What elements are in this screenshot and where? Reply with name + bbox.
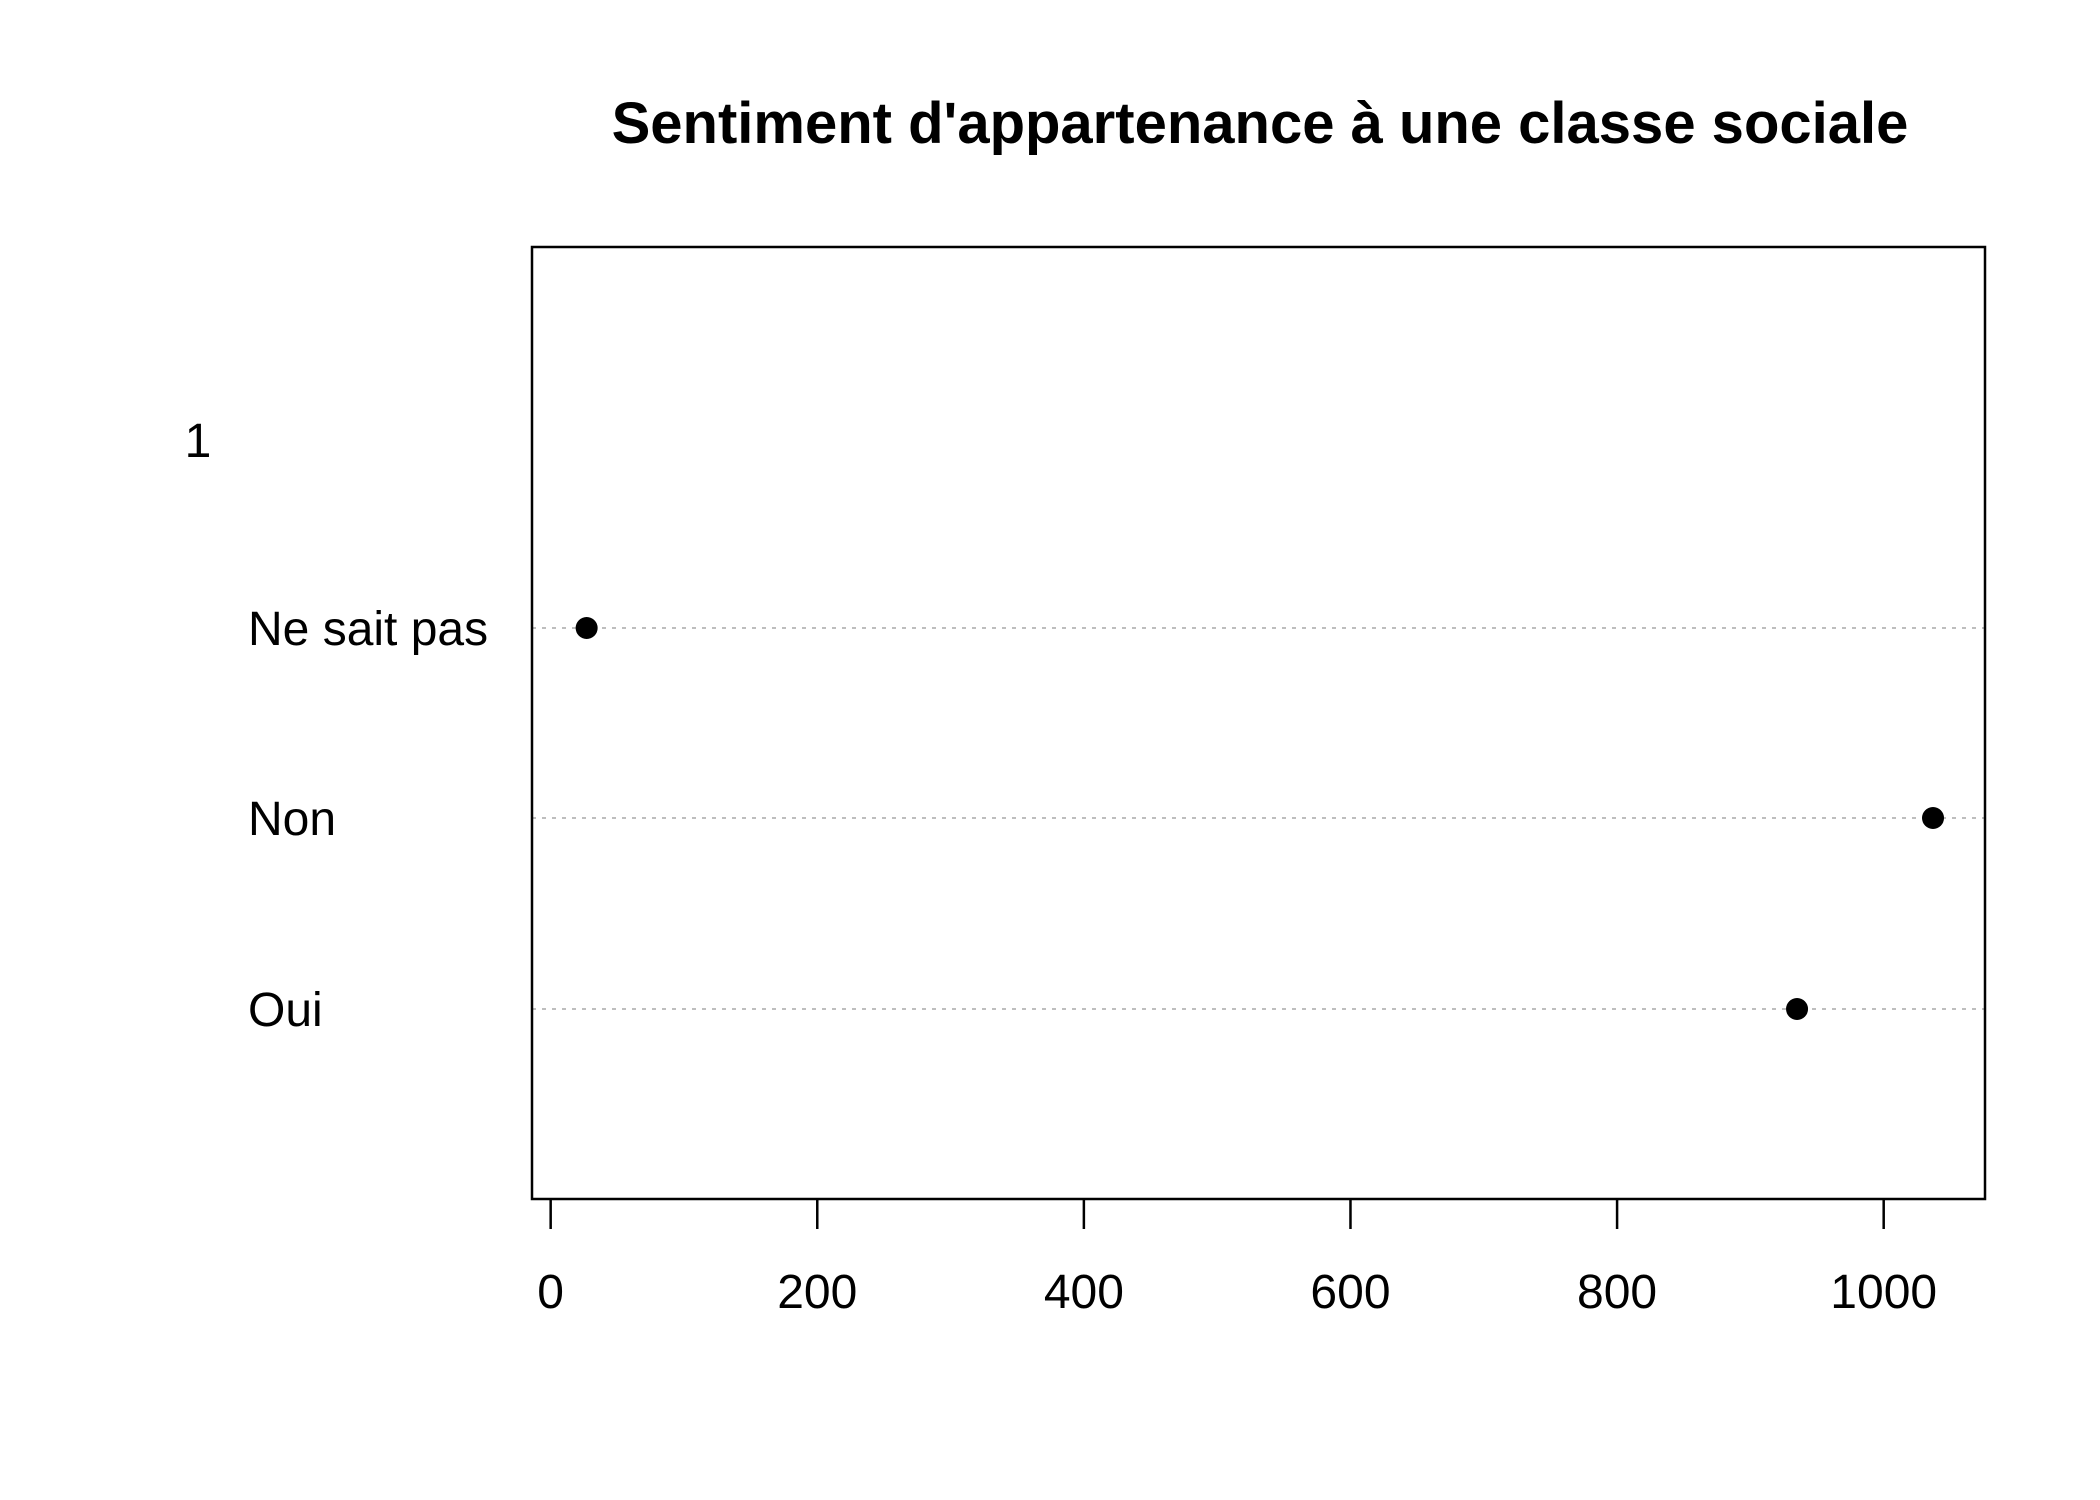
guide-lines: [532, 627, 1985, 1010]
category-label: Ne sait pas: [248, 603, 488, 656]
data-point: [1786, 998, 1809, 1020]
data-points: [575, 617, 1945, 1020]
x-tick-label: 600: [1310, 1266, 1390, 1319]
x-tick-label: 200: [777, 1266, 857, 1319]
category-label: Oui: [248, 984, 323, 1037]
x-tick-label: 1000: [1830, 1266, 1937, 1319]
x-tick-label: 0: [537, 1266, 564, 1319]
x-tick-label: 800: [1577, 1266, 1657, 1319]
data-point: [575, 617, 598, 639]
plot-frame: [530, 245, 1987, 1201]
x-tick-label: 400: [1044, 1266, 1124, 1319]
x-axis: 0 200 400 600 800 1000: [537, 1199, 1937, 1319]
category-labels: Ne sait pas Non Oui: [248, 603, 488, 1037]
category-label: Non: [248, 793, 336, 846]
group-label: 1: [185, 415, 212, 468]
data-point: [1922, 807, 1945, 829]
chart-title: Sentiment d'appartenance à une classe so…: [612, 91, 1909, 156]
